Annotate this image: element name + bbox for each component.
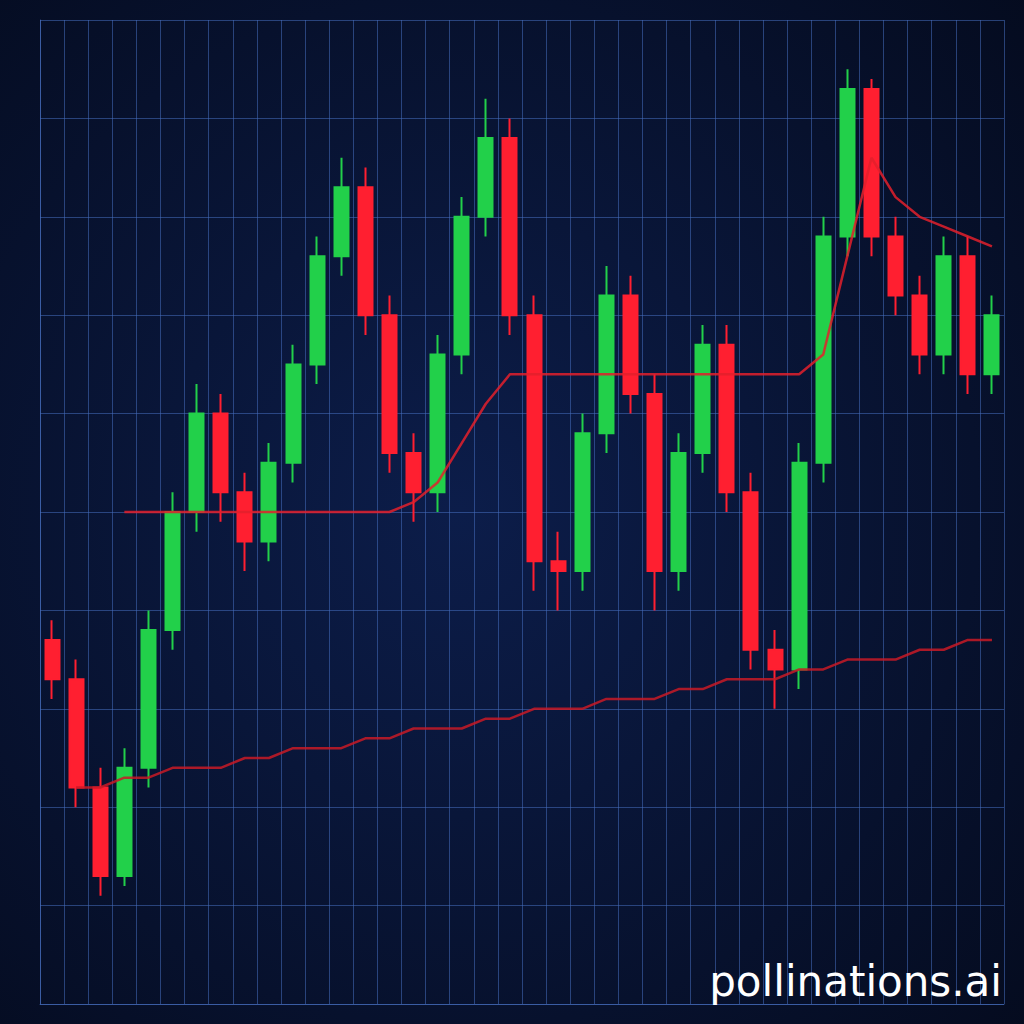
svg-text:pollinations.ai: pollinations.ai — [709, 957, 1002, 1006]
